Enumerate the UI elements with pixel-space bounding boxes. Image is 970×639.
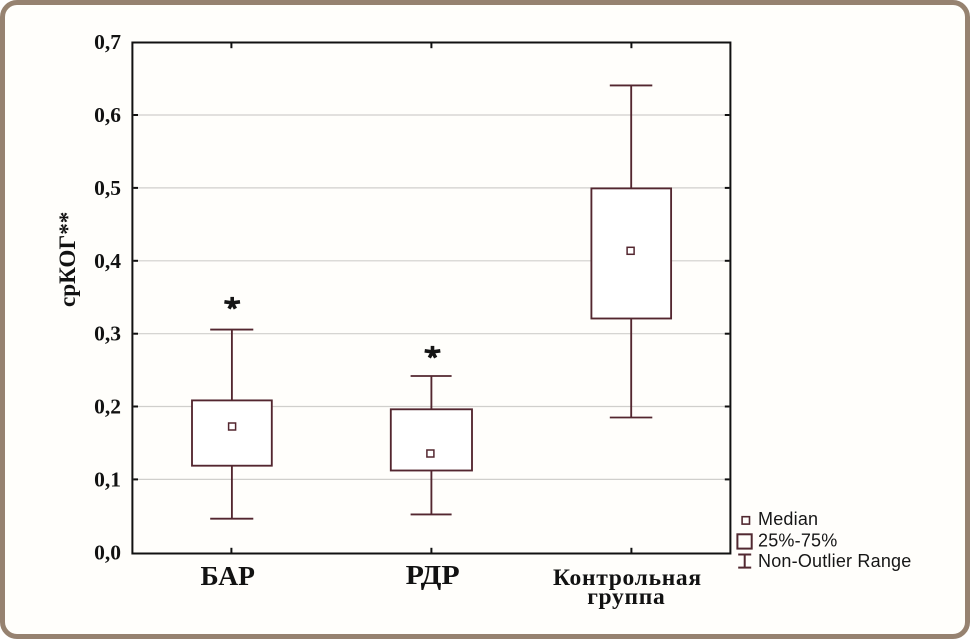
- svg-text:РДР: РДР: [406, 559, 460, 590]
- svg-text:0,1: 0,1: [94, 467, 121, 491]
- svg-text:0,4: 0,4: [94, 249, 121, 273]
- svg-text:Контрольная группа: Контрольная группа: [553, 565, 708, 610]
- svg-text:0,7: 0,7: [94, 30, 121, 54]
- svg-text:Median: Median: [758, 509, 818, 529]
- svg-text:Non-Outlier Range: Non-Outlier Range: [758, 551, 911, 571]
- svg-text:0,3: 0,3: [94, 322, 121, 346]
- svg-text:0,5: 0,5: [94, 176, 121, 200]
- svg-text:0,6: 0,6: [94, 103, 121, 127]
- svg-text:0,0: 0,0: [94, 540, 121, 564]
- svg-text:0,2: 0,2: [94, 395, 121, 419]
- svg-text:БАР: БАР: [200, 560, 255, 591]
- svg-text:25%-75%: 25%-75%: [758, 531, 837, 551]
- svg-text:срКОГ**: срКОГ**: [55, 212, 81, 307]
